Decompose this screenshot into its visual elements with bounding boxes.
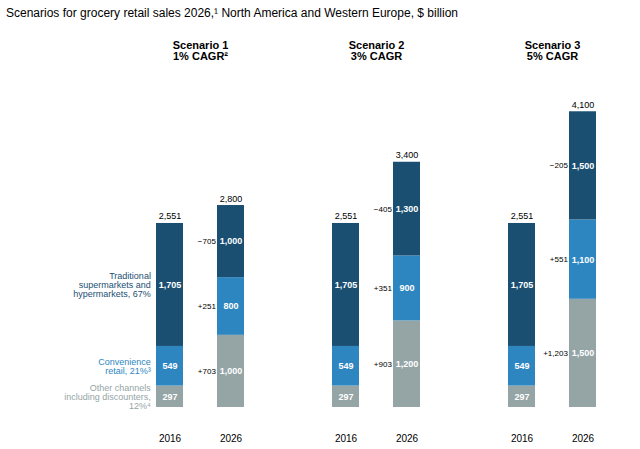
svg-text:800: 800 (223, 301, 238, 311)
svg-text:+1,203: +1,203 (543, 349, 568, 358)
svg-text:−705: −705 (198, 237, 217, 246)
svg-text:+351: +351 (374, 284, 393, 293)
svg-text:1,000: 1,000 (220, 236, 243, 246)
svg-text:Traditionalsupermarkets andhyp: Traditionalsupermarkets andhypermarkets,… (73, 271, 151, 299)
svg-text:297: 297 (162, 392, 177, 402)
svg-text:Other channelsincluding discou: Other channelsincluding discounters,12%⁴ (64, 383, 151, 411)
svg-text:2,551: 2,551 (511, 211, 534, 221)
svg-text:Scenario 35% CAGR: Scenario 35% CAGR (525, 39, 581, 62)
svg-text:Convenienceretail, 21%³: Convenienceretail, 21%³ (98, 357, 151, 376)
svg-text:2026: 2026 (396, 433, 419, 444)
svg-text:+703: +703 (198, 367, 217, 376)
svg-text:+251: +251 (198, 302, 217, 311)
svg-text:3,400: 3,400 (396, 150, 419, 160)
svg-text:1,705: 1,705 (511, 280, 534, 290)
svg-text:297: 297 (338, 392, 353, 402)
svg-text:−205: −205 (550, 161, 569, 170)
svg-text:1,100: 1,100 (572, 255, 595, 265)
svg-text:2016: 2016 (511, 433, 534, 444)
svg-text:1,000: 1,000 (220, 366, 243, 376)
svg-text:Scenario 23% CAGR: Scenario 23% CAGR (349, 39, 405, 62)
svg-text:−405: −405 (374, 205, 393, 214)
html-text:Scenarios for grocery retail s: Scenarios for grocery retail sales 2026,… (6, 6, 458, 20)
svg-text:+903: +903 (374, 360, 393, 369)
svg-text:1,500: 1,500 (572, 348, 595, 358)
svg-text:1,705: 1,705 (159, 280, 182, 290)
svg-text:900: 900 (399, 283, 414, 293)
svg-text:549: 549 (162, 361, 177, 371)
svg-text:2026: 2026 (220, 433, 243, 444)
svg-text:2,551: 2,551 (335, 211, 358, 221)
svg-text:2,551: 2,551 (159, 211, 182, 221)
svg-text:1,500: 1,500 (572, 161, 595, 171)
svg-text:549: 549 (514, 361, 529, 371)
svg-text:2026: 2026 (572, 433, 595, 444)
svg-text:Scenario 11% CAGR²: Scenario 11% CAGR² (173, 39, 229, 62)
svg-text:2016: 2016 (159, 433, 182, 444)
svg-text:+551: +551 (550, 255, 569, 264)
svg-text:1,200: 1,200 (396, 359, 419, 369)
svg-text:4,100: 4,100 (572, 100, 595, 110)
svg-text:549: 549 (338, 361, 353, 371)
svg-text:297: 297 (514, 392, 529, 402)
svg-text:2016: 2016 (335, 433, 358, 444)
svg-text:2,800: 2,800 (220, 194, 243, 204)
svg-text:1,300: 1,300 (396, 204, 419, 214)
svg-text:1,705: 1,705 (335, 280, 358, 290)
